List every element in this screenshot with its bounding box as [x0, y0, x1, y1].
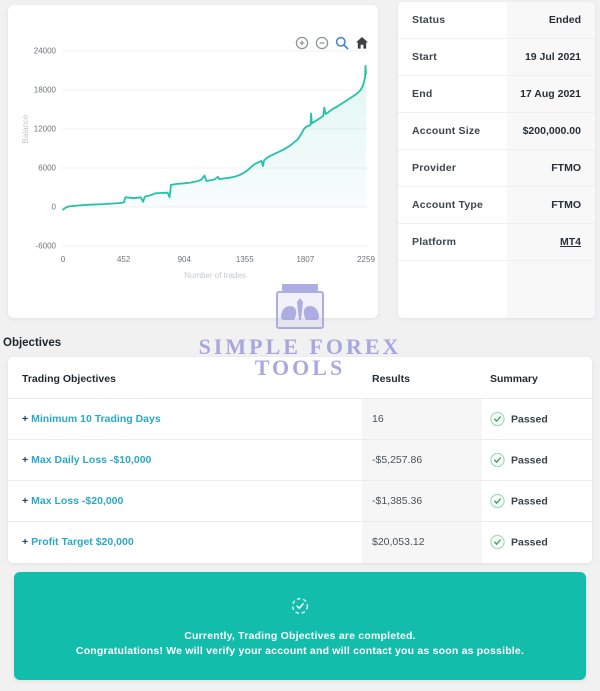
x-tick-label: 1355 [236, 255, 254, 264]
account-type-value: FTMO [551, 199, 581, 211]
objective-row-profit-target: + Profit Target $20,000 $20,053.12 Passed [8, 521, 592, 562]
status-badge-passed: Passed [490, 452, 548, 468]
start-date-value: 19 Jul 2021 [524, 51, 581, 63]
x-axis-title: Number of trades [184, 271, 246, 280]
objective-result: $20,053.12 [372, 536, 425, 548]
balance-equity-chart[interactable]: -6000 0 6000 12000 18000 24000 0 452 904 1355 1807… [8, 5, 378, 318]
account-details-panel: Status Ended Start 19 Jul 2021 End 17 Au… [398, 2, 595, 318]
objective-row-max-loss: + Max Loss -$20,000 -$1,385.36 Passed [8, 480, 592, 521]
header-summary: Summary [490, 373, 538, 385]
passed-label: Passed [511, 495, 548, 507]
y-tick-label: 12000 [34, 125, 57, 134]
status-value: Ended [548, 14, 581, 26]
zoom-out-icon[interactable] [315, 36, 329, 50]
banner-message-line2: Congratulations! We will verify your acc… [75, 645, 525, 657]
detail-label: Status [412, 14, 446, 26]
passed-check-icon [490, 452, 505, 468]
passed-check-icon [490, 534, 505, 550]
expand-plus-icon: + [22, 413, 29, 425]
detail-row-end: End 17 Aug 2021 [398, 76, 595, 113]
header-results: Results [372, 373, 410, 385]
balance-line-series [62, 65, 367, 211]
objective-row-min-trading-days: + Minimum 10 Trading Days 16 Passed [8, 398, 592, 439]
detail-label: End [412, 88, 433, 100]
x-tick-label: 904 [178, 255, 192, 264]
objective-link[interactable]: + Max Daily Loss -$10,000 [22, 454, 152, 466]
objective-link[interactable]: + Profit Target $20,000 [22, 536, 134, 548]
status-badge-passed: Passed [490, 493, 548, 509]
passed-label: Passed [511, 413, 548, 425]
account-size-value: $200,000.00 [522, 125, 581, 137]
detail-label: Start [412, 51, 437, 63]
zoom-in-icon[interactable] [295, 36, 309, 50]
x-tick-label: 1807 [296, 255, 314, 264]
passed-check-icon [490, 411, 505, 427]
detail-row-status: Status Ended [398, 2, 595, 39]
x-tick-label: 2259 [357, 255, 375, 264]
banner-message-line1: Currently, Trading Objectives are comple… [184, 630, 416, 642]
objective-result: -$5,257.86 [372, 454, 423, 466]
y-axis-title: Balance [21, 114, 30, 143]
detail-row-platform: Platform MT4 [398, 224, 595, 261]
box-zoom-icon[interactable] [335, 36, 349, 50]
y-tick-label: 0 [52, 203, 57, 212]
reset-axes-home-icon[interactable] [355, 36, 369, 50]
objective-result: 16 [372, 413, 384, 425]
detail-label: Platform [412, 236, 457, 248]
y-tick-label: -6000 [36, 242, 57, 251]
objectives-table-header: Trading Objectives Results Summary [8, 357, 592, 398]
passed-label: Passed [511, 454, 548, 466]
expand-plus-icon: + [22, 536, 29, 548]
balance-chart-card: -6000 0 6000 12000 18000 24000 0 452 904 1355 1807… [8, 5, 378, 318]
chart-toolbar [295, 36, 369, 50]
provider-value: FTMO [551, 162, 581, 174]
status-badge-passed: Passed [490, 534, 548, 550]
objective-link[interactable]: + Minimum 10 Trading Days [22, 413, 161, 425]
status-badge-passed: Passed [490, 411, 548, 427]
expand-plus-icon: + [22, 495, 29, 507]
dashed-check-icon [291, 597, 309, 615]
end-date-value: 17 Aug 2021 [520, 88, 581, 100]
objective-row-max-daily-loss: + Max Daily Loss -$10,000 -$5,257.86 Pass… [8, 439, 592, 480]
y-tick-label: 18000 [34, 86, 57, 95]
detail-label: Account Size [412, 125, 481, 137]
objectives-table: Trading Objectives Results Summary + Mini… [8, 357, 592, 563]
y-tick-label: 24000 [34, 47, 57, 56]
passed-label: Passed [511, 536, 548, 548]
passed-check-icon [490, 493, 505, 509]
platform-link[interactable]: MT4 [560, 236, 581, 248]
objective-result: -$1,385.36 [372, 495, 423, 507]
detail-row-account-size: Account Size $200,000.00 [398, 113, 595, 150]
y-tick-label: 6000 [38, 164, 56, 173]
detail-row-start: Start 19 Jul 2021 [398, 39, 595, 76]
header-trading-objectives: Trading Objectives [22, 373, 116, 385]
expand-plus-icon: + [22, 454, 29, 466]
watermark-text-line1: SIMPLE FOREX [198, 334, 402, 359]
detail-label: Account Type [412, 199, 484, 211]
objective-link[interactable]: + Max Loss -$20,000 [22, 495, 124, 507]
balance-area-fill [63, 65, 366, 210]
x-tick-label: 452 [117, 255, 131, 264]
detail-label: Provider [412, 162, 457, 174]
x-tick-label: 0 [61, 255, 66, 264]
objectives-heading: Objectives [3, 337, 62, 349]
detail-row-provider: Provider FTMO [398, 150, 595, 187]
detail-row-account-type: Account Type FTMO [398, 187, 595, 224]
completion-banner: Currently, Trading Objectives are comple… [14, 572, 586, 680]
